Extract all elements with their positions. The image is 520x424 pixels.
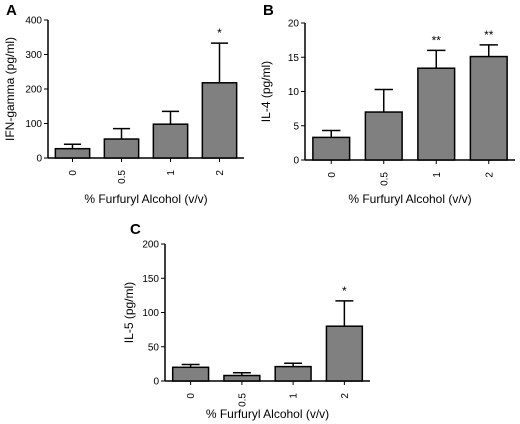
panel-a: A 0 100 200 300 400 0 0.5 1 2 * % Furfuryl Alcohol… [3,2,244,206]
panel-c-bar [223,374,261,382]
panel-b-bar [312,136,351,161]
panel-a-significance-label: * [217,26,222,40]
panel-a-y-tick-label: 300 [25,50,42,61]
panel-c-y-tick-label: 150 [142,274,159,285]
panel-b-y-tick-label: 5 [293,121,299,132]
panel-c-x-axis-title: % Furfuryl Alcohol (v/v) [206,407,329,421]
panel-b-bar [469,55,508,161]
panel-c-significance-label: * [342,284,347,298]
panel-c-x-tick-label: 0 [186,393,197,399]
panel-a-x-axis-title: % Furfuryl Alcohol (v/v) [84,192,207,206]
panel-c-x-tick-label: 1 [289,393,300,399]
panel-b-x-axis-title: % Furfuryl Alcohol (v/v) [348,192,471,206]
panel-a-bar [201,82,238,159]
panel-a-x-tick-label: 0 [68,170,79,176]
panel-b-x-tick-label: 1 [432,172,443,178]
panel-b-x-tick-label: 2 [484,172,495,178]
panel-b-bar [417,67,456,161]
panel-c-y-tick-label: 100 [142,308,159,319]
panel-c-y-tick-label: 0 [153,377,159,388]
panel-a-bar [152,123,189,159]
panel-b-x-tick-label: 0 [327,172,338,178]
panel-c-bar [171,366,210,382]
panel-b-y-tick-label: 10 [288,87,300,98]
panel-a-y-tick-label: 200 [25,85,42,96]
panel-a-x-tick-label: 0.5 [117,170,128,184]
panel-a-y-axis-title: IFN-gamma (pg/ml) [3,37,17,141]
panel-c-y-tick-label: 200 [142,240,159,251]
panel-c-bar [325,325,364,382]
panel-b: B 0 5 10 15 20 0 0.5 1 ** 2 ** % Furfuryl Alcohol (… [259,2,515,206]
panel-b-y-tick-label: 15 [288,53,300,64]
panel-a-y-tick-label: 400 [25,16,42,27]
panel-a-x-tick-label: 1 [166,170,177,176]
panel-b-y-tick-label: 20 [288,19,300,30]
panel-a-bar [54,147,91,159]
panel-a-letter: A [6,2,17,19]
panel-b-letter: B [263,2,274,19]
panel-b-x-tick-label: 0.5 [379,172,390,186]
panel-a-y-tick-label: 0 [36,154,42,165]
panel-a-y-tick-label: 100 [25,119,42,130]
panel-a-x-tick-label: 2 [215,170,226,176]
panel-c-y-axis-title: IL-5 (pg/ml) [122,282,136,343]
panel-c-x-tick-label: 2 [340,393,351,399]
panel-c: C 0 50 100 150 200 0 0.5 1 2 * % Furfuryl Alcohol … [122,221,370,421]
panel-b-significance-label: ** [484,28,494,42]
panel-b-bar [364,111,403,161]
panel-c-bar [274,365,312,382]
panel-b-y-tick-label: 0 [293,156,299,167]
panel-b-significance-label: ** [432,33,442,47]
panel-c-x-tick-label: 0.5 [237,393,248,407]
panel-b-y-axis-title: IL-4 (pg/ml) [259,61,273,122]
panel-a-bar [103,138,140,159]
panel-c-letter: C [130,221,141,238]
panel-c-y-tick-label: 50 [148,342,160,353]
